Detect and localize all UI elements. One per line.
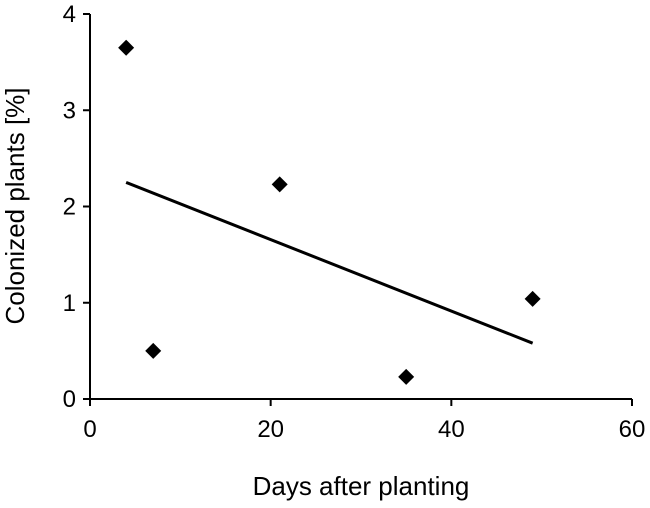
data-point: [118, 39, 135, 56]
data-point: [145, 342, 162, 359]
y-tick-label: 1: [63, 290, 76, 317]
y-tick-label: 4: [63, 1, 76, 28]
data-point: [398, 368, 415, 385]
y-tick-label: 3: [63, 97, 76, 124]
data-point: [271, 176, 288, 193]
marks: [118, 39, 541, 385]
y-axis-title: Colonized plants [%]: [0, 87, 30, 324]
x-axis-title: Days after planting: [253, 471, 470, 501]
trendline: [125, 181, 534, 345]
x-tick-label: 20: [257, 416, 284, 443]
y-tick-label: 0: [63, 386, 76, 413]
x-tick-label: 0: [83, 416, 96, 443]
x-tick-label: 60: [619, 416, 646, 443]
data-point: [524, 290, 541, 307]
y-tick-label: 2: [63, 194, 76, 221]
x-tick-label: 40: [438, 416, 465, 443]
